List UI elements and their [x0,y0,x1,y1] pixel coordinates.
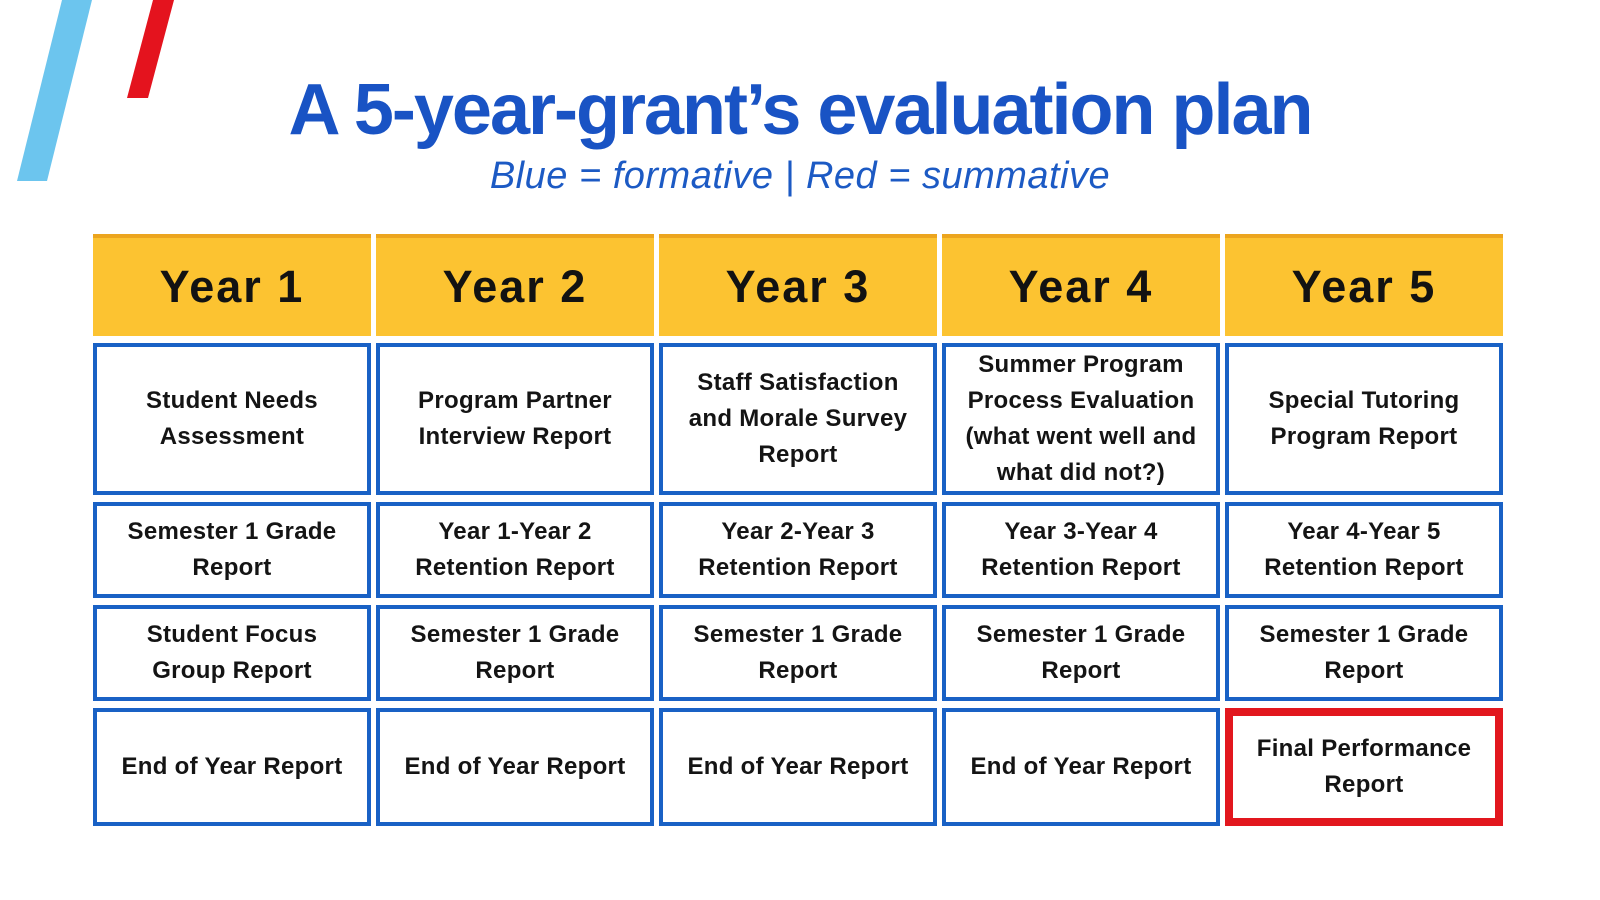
table-cell: Special Tutoring Program Report [1225,342,1503,495]
table-cell: Year 2-Year 3 Retention Report [659,501,937,598]
final-performance-report-cell: Final Performance Report [1225,707,1503,826]
table-cell: Semester 1 Grade Report [1225,604,1503,701]
table-cell: Student Needs Assessment [93,342,371,495]
table-cell: End of Year Report [376,707,654,826]
year-header-cell: Year 3 [659,233,937,336]
table-cell: Year 4-Year 5 Retention Report [1225,501,1503,598]
table-cell: Program Partner Interview Report [376,342,654,495]
table-cell: Semester 1 Grade Report [93,501,371,598]
table-cell: End of Year Report [659,707,937,826]
year-header-cell: Year 4 [942,233,1220,336]
table-cell: Semester 1 Grade Report [376,604,654,701]
table-cell: Semester 1 Grade Report [659,604,937,701]
slide-title: A 5-year-grant’s evaluation plan [288,70,1314,150]
year-header-cell: Year 5 [1225,233,1503,336]
corner-stripes [17,0,174,181]
table-cell: Year 3-Year 4 Retention Report [942,501,1220,598]
table-cell: Semester 1 Grade Report [942,604,1220,701]
table-cell: End of Year Report [942,707,1220,826]
year-header-cell: Year 2 [376,233,654,336]
table-cell: Student Focus Group Report [93,604,371,701]
slide-heading: A 5-year-grant’s evaluation plan Blue = … [0,0,1600,200]
evaluation-plan-table: Year 1 Year 2 Year 3 Year 4 Year 5 Stude… [93,233,1503,826]
slide-subtitle-legend: Blue = formative | Red = summative [489,155,1111,198]
year-header-cell: Year 1 [93,233,371,336]
table-cell: Year 1-Year 2 Retention Report [376,501,654,598]
table-cell: Staff Satisfaction and Morale Survey Rep… [659,342,937,495]
stripe-light-blue [17,0,92,181]
table-cell: End of Year Report [93,707,371,826]
table-cell: Summer Program Process Evaluation (what … [942,342,1220,495]
stripe-red [127,0,174,98]
